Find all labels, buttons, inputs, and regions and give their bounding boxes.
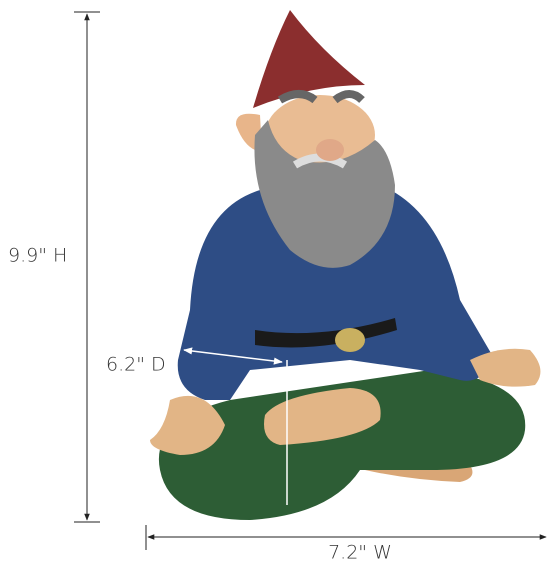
product-image: 9.9" H 7.2" W 6.2" D [0,0,548,565]
width-label: 7.2" W [328,542,392,564]
depth-label: 6.2" D [106,354,166,376]
height-label: 9.9" H [8,245,67,267]
page: 9.9" H 7.2" W 6.2" D (() => { const data… [0,0,548,565]
gnome [150,10,540,520]
